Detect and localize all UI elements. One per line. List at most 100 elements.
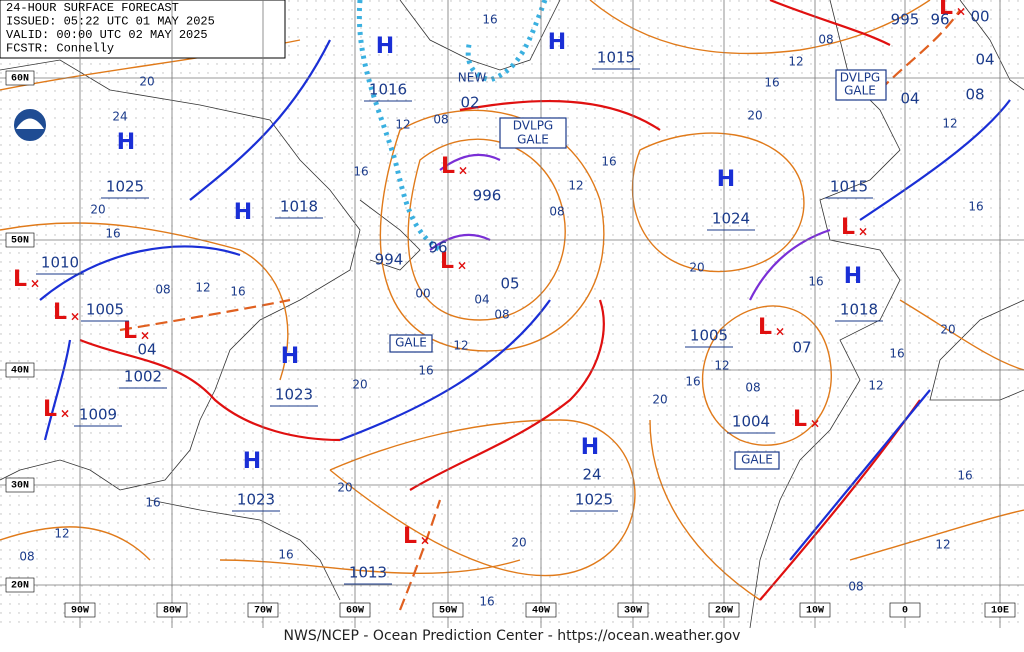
pressure-symbol: L — [841, 215, 855, 240]
isobar-label: 16 — [418, 364, 433, 378]
isobar-label: 08 — [155, 283, 170, 297]
isobar-label: 16 — [764, 76, 779, 90]
pressure-value: 1005 — [690, 327, 728, 345]
isobar-label: 16 — [278, 548, 293, 562]
longitude-label: 10E — [991, 606, 1009, 617]
low-center-cross: × — [810, 417, 820, 431]
pressure-symbol: L — [123, 319, 137, 344]
pressure-value: 995 — [891, 11, 920, 29]
isobar-label: 16 — [105, 227, 120, 241]
isobar-label: 16 — [479, 595, 494, 609]
longitude-label: 80W — [163, 606, 181, 617]
pressure-symbol: H — [243, 449, 261, 474]
low-center-cross: × — [956, 5, 966, 19]
pressure-value: 1004 — [732, 413, 770, 431]
low-center-cross: × — [458, 164, 468, 178]
pressure-symbol: H — [117, 130, 135, 155]
pressure-symbol: L — [793, 407, 807, 432]
latitude-label: 50N — [11, 236, 29, 247]
pressure-symbol: L — [440, 249, 454, 274]
isobar-label: 12 — [714, 359, 729, 373]
longitude-label-box — [247, 602, 279, 618]
header-line: 24-HOUR SURFACE FORECAST — [6, 1, 179, 15]
isobar-label: 16 — [601, 155, 616, 169]
low-center-cross: × — [70, 310, 80, 324]
longitude-label: 50W — [439, 606, 457, 617]
isobar-label: 20 — [689, 261, 704, 275]
longitude-label-box — [617, 602, 649, 618]
pressure-symbol: H — [581, 435, 599, 460]
isobar-label: 16 — [482, 13, 497, 27]
isobar-label: 20 — [352, 378, 367, 392]
annotation-box — [835, 69, 887, 101]
pressure-value: 08 — [965, 86, 984, 104]
annotation: DVLPG — [513, 119, 553, 133]
pressure-symbol: H — [281, 344, 299, 369]
pressure-value: 1025 — [575, 491, 613, 509]
pressure-value: 1016 — [369, 81, 407, 99]
annotation-box — [734, 451, 780, 470]
isobar-label: 16 — [889, 347, 904, 361]
pressure-value: 02 — [460, 94, 479, 112]
longitude-label: 0 — [902, 606, 908, 617]
pressure-value: 96 — [930, 11, 949, 29]
annotation: GALE — [844, 84, 876, 98]
pressure-symbol: L — [939, 0, 953, 20]
pressure-symbol: L — [53, 300, 67, 325]
pressure-symbol: L — [441, 154, 455, 179]
pressure-value: 05 — [500, 275, 519, 293]
pressure-value: 04 — [900, 90, 919, 108]
header-line: ISSUED: 05:22 UTC 01 MAY 2025 — [6, 15, 215, 29]
isobar-label: 16 — [353, 165, 368, 179]
longitude-label: 60W — [346, 606, 364, 617]
isobar-label: 20 — [940, 323, 955, 337]
latitude-label-box — [5, 362, 35, 378]
pressure-symbol: H — [234, 200, 252, 225]
annotation: GALE — [517, 133, 549, 147]
isobar-label: 16 — [968, 200, 983, 214]
longitude-label: 30W — [624, 606, 642, 617]
latitude-label-box — [5, 232, 35, 248]
isobar-label: 08 — [818, 33, 833, 47]
isobar-label: 24 — [112, 110, 127, 124]
low-center-cross: × — [140, 329, 150, 343]
noaa-logo — [12, 107, 48, 143]
isobar-label: 08 — [745, 381, 760, 395]
isobar-label: 12 — [568, 179, 583, 193]
pressure-value: 1015 — [830, 178, 868, 196]
pressure-value: 04 — [137, 341, 156, 359]
pressure-value: 1013 — [349, 564, 387, 582]
annotation: DVLPG — [840, 71, 880, 85]
latitude-label: 30N — [11, 481, 29, 492]
pressure-value: 1023 — [237, 491, 275, 509]
isobar-label: 16 — [230, 285, 245, 299]
longitude-label-box — [984, 602, 1016, 618]
isobar-label: 16 — [685, 375, 700, 389]
annotation-box — [499, 117, 567, 149]
isobar-label: 08 — [549, 205, 564, 219]
isobar-label: 08 — [19, 550, 34, 564]
isobar-label: 20 — [511, 536, 526, 550]
isobar-label: 12 — [788, 55, 803, 69]
pressure-value: 07 — [792, 339, 811, 357]
pressure-value: 1010 — [41, 254, 79, 272]
longitude-label-box — [432, 602, 464, 618]
latitude-label-box — [5, 577, 35, 593]
pressure-value: 1005 — [86, 301, 124, 319]
isobar-label: 12 — [453, 339, 468, 353]
pressure-value: 994 — [375, 251, 404, 269]
isobar-label: 20 — [139, 75, 154, 89]
isobar-label: 12 — [195, 281, 210, 295]
pressure-symbol: L — [13, 267, 27, 292]
pressure-value: 1018 — [280, 198, 318, 216]
isobar-label: 16 — [808, 275, 823, 289]
pressure-symbol: L — [43, 397, 57, 422]
pressure-value: 24 — [582, 466, 601, 484]
pressure-value: 1009 — [79, 406, 117, 424]
isobar-label: 16 — [145, 496, 160, 510]
longitude-label-box — [708, 602, 740, 618]
longitude-label-box — [525, 602, 557, 618]
pressure-symbol: L — [403, 524, 417, 549]
isobars — [0, 0, 1024, 601]
